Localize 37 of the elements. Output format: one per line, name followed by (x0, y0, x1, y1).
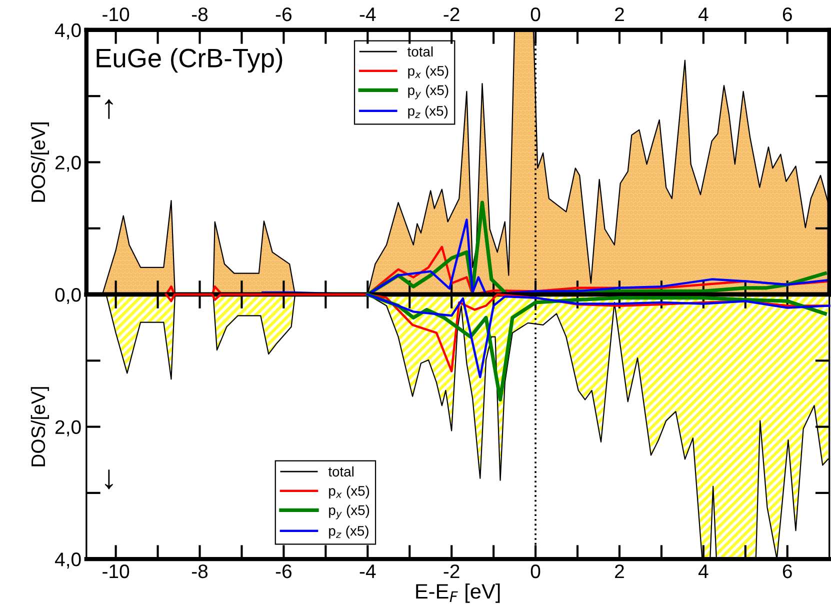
legend-label: p$_{x}$ (x5) (408, 66, 448, 79)
x2-tick-label: -4 (360, 8, 376, 22)
legend-label: p$_{x}$ (x5) (329, 486, 370, 499)
x-tick-label: -4 (360, 564, 376, 578)
x-axis-title: E-E$_{F}$ [eV] (416, 583, 500, 603)
x2-tick-label: -2 (444, 7, 460, 22)
x2-tick-label: -6 (276, 7, 292, 22)
annotation: ↑ (105, 99, 113, 119)
y-axis-title: DOS/[eV] (30, 387, 49, 466)
x-tick-label: -10 (102, 564, 130, 578)
x2-tick-label: 2 (615, 7, 624, 22)
x2-tick-label: -10 (102, 7, 130, 22)
x-tick-label: 6 (782, 564, 792, 578)
legend-label: total (408, 46, 433, 57)
y-tick-label: 0,0 (55, 288, 81, 304)
x2-tick-label: 0 (530, 7, 540, 22)
x-tick-label: 4 (698, 564, 708, 578)
x2-tick-label: 4 (698, 8, 708, 22)
y-tick-label: 4,0 (54, 552, 81, 569)
legend-label: p$_{y}$ (x5) (408, 84, 448, 100)
legend-label: p$_{z}$ (x5) (329, 526, 368, 539)
legend-label: p$_{y}$ (x5) (329, 504, 370, 520)
x-tick-label: 2 (615, 564, 624, 578)
annotation: EuGe (CrB-Typ) (96, 48, 282, 73)
annotation: ↓ (105, 470, 113, 490)
y-axis-title: DOS/[eV] (30, 122, 49, 202)
x2-tick-label: 6 (782, 7, 792, 22)
y-tick-label: 4,0 (54, 23, 81, 40)
legend-label: p$_{z}$ (x5) (408, 106, 448, 119)
x-tick-label: -6 (276, 564, 292, 578)
x-tick-label: -2 (444, 564, 460, 578)
legend-label: total (328, 466, 354, 477)
x-tick-label: 0 (530, 564, 540, 578)
x-tick-label: -8 (192, 564, 208, 578)
y-tick-label: 2,0 (56, 156, 81, 172)
x2-tick-label: -8 (192, 7, 208, 22)
y-tick-label: 2,0 (56, 420, 81, 436)
